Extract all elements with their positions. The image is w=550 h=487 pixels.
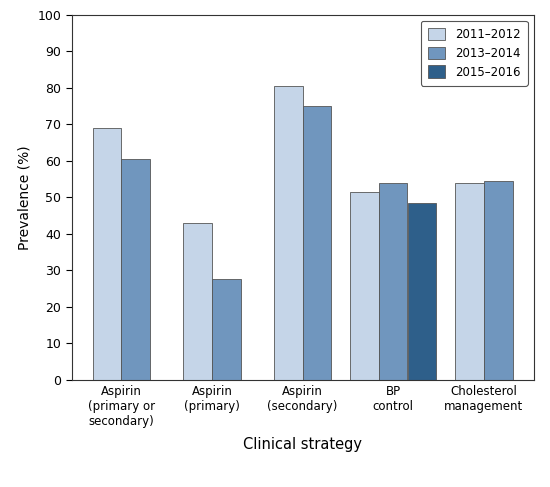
Bar: [350, 192, 378, 380]
Y-axis label: Prevalence (%): Prevalence (%): [18, 145, 32, 249]
Bar: [454, 183, 483, 380]
Bar: [183, 223, 212, 380]
Bar: [302, 106, 332, 380]
Bar: [273, 86, 303, 380]
Bar: [212, 280, 241, 380]
Legend: 2011–2012, 2013–2014, 2015–2016: 2011–2012, 2013–2014, 2015–2016: [421, 20, 527, 86]
Bar: [408, 203, 437, 380]
Bar: [122, 159, 151, 380]
Bar: [483, 181, 513, 380]
X-axis label: Clinical strategy: Clinical strategy: [243, 437, 362, 452]
Bar: [92, 128, 122, 380]
Bar: [378, 183, 408, 380]
